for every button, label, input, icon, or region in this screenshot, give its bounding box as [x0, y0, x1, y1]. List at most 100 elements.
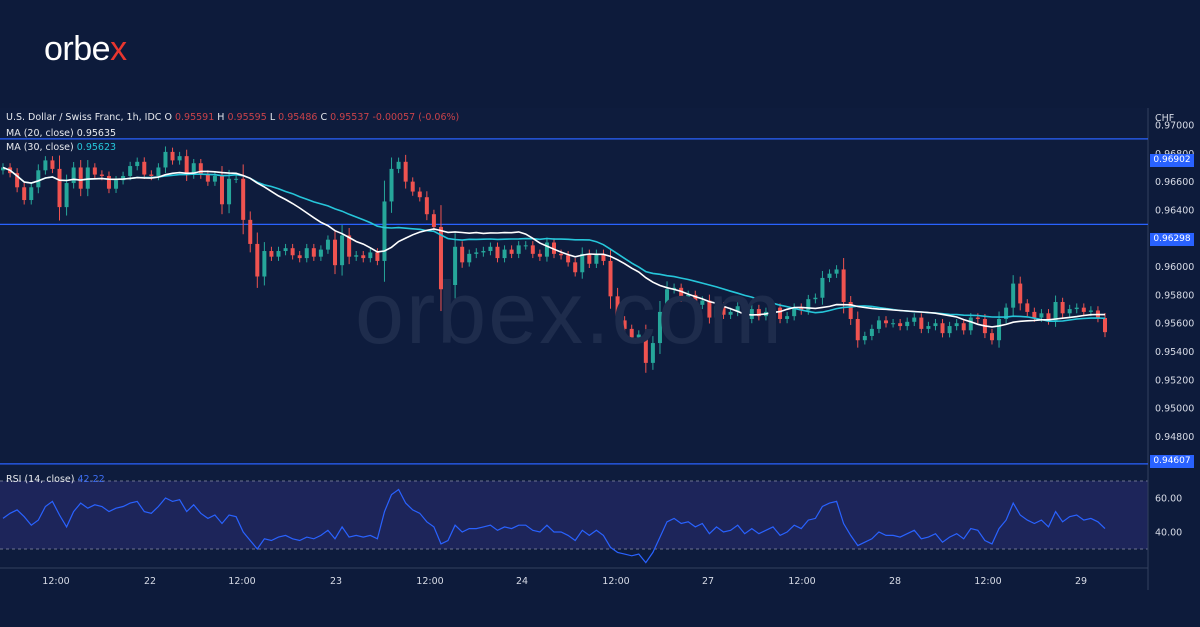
candle-body: [954, 323, 959, 327]
orbex-logo: orbex: [44, 30, 127, 69]
candle-body: [912, 317, 917, 322]
ma20-line: [2, 166, 1106, 328]
candle-body: [64, 183, 69, 208]
x-tick-label: 12:00: [416, 576, 443, 587]
candle-body: [403, 161, 408, 182]
candle-body: [975, 317, 980, 319]
candle-body: [714, 306, 719, 318]
candle-body: [629, 328, 634, 338]
candle-body: [85, 167, 90, 189]
candle-body: [163, 151, 168, 168]
candle-body: [552, 242, 556, 254]
candle-body: [876, 320, 881, 329]
candle-body: [587, 253, 592, 264]
candle-body: [311, 248, 316, 257]
candle-body: [184, 156, 189, 175]
candle-body: [135, 161, 140, 167]
candle-body: [375, 252, 380, 261]
candle-body: [756, 309, 761, 317]
x-tick-label: 12:00: [974, 576, 1001, 587]
candle-body: [509, 249, 514, 254]
candle-body: [679, 287, 684, 298]
candle-body: [354, 255, 359, 257]
candle-body: [891, 323, 896, 325]
ma20-legend: MA (20, close) 0.95635: [6, 128, 116, 139]
candle-body: [672, 287, 677, 290]
rsi-tick-label: 40.00: [1155, 528, 1182, 539]
candle-body: [820, 277, 825, 298]
candle-body: [1004, 307, 1009, 319]
candle-body: [742, 306, 747, 319]
candle-body: [643, 334, 648, 363]
candle-body: [1067, 309, 1072, 314]
candle-body: [198, 163, 203, 175]
candle-body: [283, 248, 288, 252]
y-tick-label: 0.97000: [1155, 120, 1194, 131]
candle-body: [1088, 310, 1093, 312]
candle-body: [438, 226, 443, 290]
x-tick-label: 24: [516, 576, 528, 587]
candle-body: [1074, 307, 1079, 310]
candle-body: [99, 174, 104, 176]
x-tick-label: 12:00: [788, 576, 815, 587]
candle-body: [156, 167, 161, 176]
candle-body: [15, 173, 20, 188]
x-tick-label: 27: [702, 576, 714, 587]
candle-body: [735, 306, 740, 312]
candle-body: [424, 197, 429, 215]
candle-body: [43, 160, 48, 171]
candle-body: [219, 175, 224, 205]
x-tick-label: 29: [1075, 576, 1087, 587]
candle-body: [396, 161, 401, 169]
candle-body: [573, 262, 578, 273]
candle-body: [92, 167, 97, 175]
candle-body: [304, 248, 309, 259]
candle-body: [241, 178, 246, 220]
candle-body: [205, 174, 210, 182]
candle-body: [467, 253, 472, 263]
candle-body: [347, 235, 352, 257]
open-label: O: [164, 112, 172, 123]
y-tick-label: 0.96400: [1155, 205, 1194, 216]
candle-body: [142, 161, 147, 175]
x-tick-label: 28: [889, 576, 901, 587]
rsi-label: RSI (14, close): [6, 474, 75, 485]
y-tick-label: 0.96000: [1155, 262, 1194, 273]
candle-body: [615, 296, 620, 321]
close-label: C: [320, 112, 328, 123]
candle-body: [248, 219, 253, 244]
rsi-line: [2, 488, 1106, 564]
candle-body: [580, 253, 585, 273]
ma20-label: MA (20, close): [6, 128, 74, 139]
candle-body: [650, 343, 655, 363]
symbol-title: U.S. Dollar / Swiss Franc, 1h, IDC: [6, 112, 162, 123]
candle-body: [749, 309, 754, 319]
ma30-legend: MA (30, close) 0.95623: [6, 142, 116, 153]
close-value: 0.95537: [330, 112, 370, 123]
y-tick-label: 0.96600: [1155, 177, 1194, 188]
price-pane: [0, 108, 1148, 462]
candle-body: [785, 316, 790, 319]
candle-body: [297, 255, 302, 259]
candle-body: [502, 249, 507, 259]
candle-body: [121, 175, 126, 181]
candle-body: [474, 252, 479, 254]
candle-body: [933, 323, 938, 327]
low-value: 0.95486: [278, 112, 318, 123]
candle-body: [898, 323, 903, 327]
candle-body: [862, 335, 867, 341]
candle-body: [36, 170, 41, 188]
candle-body: [855, 318, 860, 341]
candle-body: [968, 317, 973, 331]
candle-body: [537, 253, 542, 257]
candle-body: [940, 323, 945, 334]
candle-body: [721, 306, 726, 315]
candle-body: [325, 239, 330, 250]
candle-body: [234, 178, 239, 180]
candle-body: [318, 249, 323, 257]
candle-body: [170, 151, 175, 161]
logo-accent: x: [110, 30, 127, 68]
candle-body: [29, 187, 34, 201]
candle-body: [848, 301, 853, 319]
candle-body: [523, 245, 528, 247]
